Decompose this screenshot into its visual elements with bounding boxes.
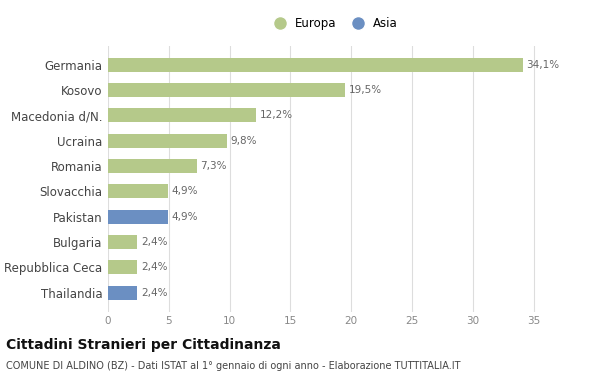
Text: 19,5%: 19,5% bbox=[349, 85, 382, 95]
Bar bbox=[108, 210, 167, 223]
Text: 7,3%: 7,3% bbox=[200, 161, 227, 171]
Text: COMUNE DI ALDINO (BZ) - Dati ISTAT al 1° gennaio di ogni anno - Elaborazione TUT: COMUNE DI ALDINO (BZ) - Dati ISTAT al 1°… bbox=[6, 361, 461, 371]
Bar bbox=[108, 286, 137, 299]
Text: 2,4%: 2,4% bbox=[141, 237, 167, 247]
Text: 4,9%: 4,9% bbox=[171, 186, 198, 196]
Text: Cittadini Stranieri per Cittadinanza: Cittadini Stranieri per Cittadinanza bbox=[6, 338, 281, 352]
Text: 9,8%: 9,8% bbox=[231, 136, 257, 146]
Bar bbox=[108, 159, 197, 173]
Bar bbox=[108, 260, 137, 274]
Bar bbox=[108, 58, 523, 71]
Legend: Europa, Asia: Europa, Asia bbox=[263, 12, 403, 34]
Bar bbox=[108, 235, 137, 249]
Text: 34,1%: 34,1% bbox=[526, 60, 560, 70]
Text: 12,2%: 12,2% bbox=[260, 110, 293, 120]
Bar bbox=[108, 83, 345, 97]
Bar bbox=[108, 184, 167, 198]
Text: 2,4%: 2,4% bbox=[141, 288, 167, 298]
Text: 2,4%: 2,4% bbox=[141, 262, 167, 272]
Bar bbox=[108, 134, 227, 147]
Text: 4,9%: 4,9% bbox=[171, 212, 198, 222]
Bar bbox=[108, 108, 256, 122]
